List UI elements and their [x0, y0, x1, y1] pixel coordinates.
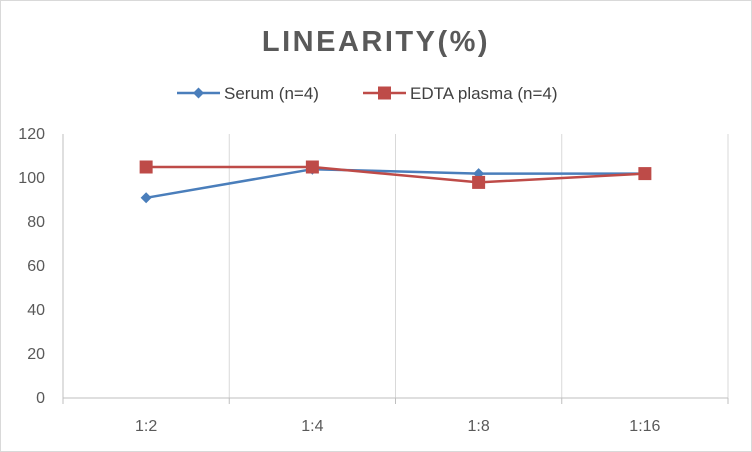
data-point [140, 192, 152, 204]
data-point [472, 175, 486, 189]
y-tick-label: 0 [36, 390, 45, 407]
series-2 [139, 160, 652, 189]
y-tick-label: 60 [27, 258, 45, 275]
y-tick-label: 20 [27, 346, 45, 363]
y-tick-label: 40 [27, 302, 45, 319]
x-tick-label: 1:4 [301, 418, 323, 435]
legend-marker [193, 87, 204, 99]
x-tick-label: 1:2 [135, 418, 157, 435]
y-tick-label: 80 [27, 214, 45, 231]
data-point [638, 167, 652, 181]
series-line [146, 165, 645, 184]
axes: 0 20 40 60 80 100 120 1:2 1:4 1:8 1:16 [18, 126, 729, 435]
legend-marker [378, 86, 391, 100]
y-tick-label: 120 [18, 126, 45, 143]
x-tick-label: 1:8 [468, 418, 490, 435]
legend-label: Serum (n=4) [224, 84, 319, 103]
series-line [145, 167, 645, 200]
legend: Serum (n=4) EDTA plasma (n=4) [177, 84, 558, 103]
legend-label: EDTA plasma (n=4) [410, 84, 558, 103]
data-point [139, 160, 153, 174]
data-point [305, 160, 319, 174]
y-tick-label: 100 [18, 170, 45, 187]
chart-title: LINEARITY(%) [262, 26, 490, 58]
x-tick-label: 1:16 [629, 418, 660, 435]
series-layer [139, 160, 652, 204]
